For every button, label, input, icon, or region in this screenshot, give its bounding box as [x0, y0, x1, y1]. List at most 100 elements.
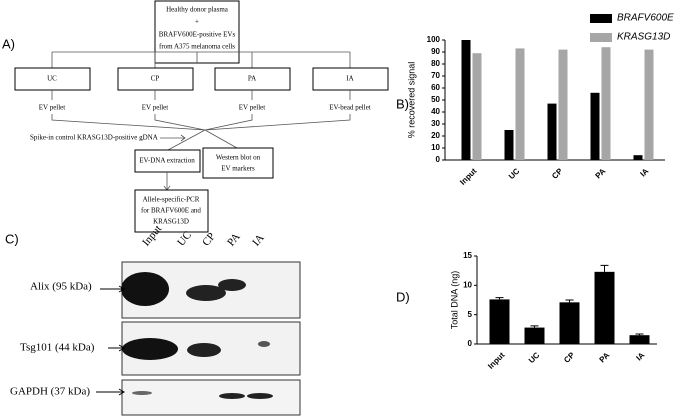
y-axis-label: Total DNA (ng) — [449, 271, 459, 330]
legend-label: BRAFV600E — [617, 13, 674, 24]
panel-label: D) — [396, 289, 410, 304]
legend-swatch — [590, 33, 612, 42]
bar — [601, 47, 611, 161]
node-text: Spike-in control KRASG13D-positive gDNA — [30, 134, 158, 142]
node-text: EV pellet — [239, 104, 266, 112]
bar — [644, 49, 654, 160]
bar — [594, 271, 615, 344]
y-tick-label: 100 — [427, 35, 441, 44]
x-tick-label: UC — [527, 350, 542, 365]
band — [121, 272, 169, 306]
arrow — [163, 172, 171, 191]
band — [122, 338, 178, 360]
bar — [524, 327, 545, 344]
y-tick-label: 20 — [431, 131, 440, 140]
x-tick-label: IA — [638, 166, 650, 178]
y-tick-label: 10 — [431, 143, 440, 152]
x-tick-label: IA — [634, 350, 646, 362]
method-box — [14, 67, 91, 91]
pcr-box — [134, 189, 209, 233]
arrow — [96, 285, 125, 396]
western-blot: Input UC CP PA IA Alix (95 kDa) Tsg101 (… — [10, 223, 301, 416]
band — [187, 343, 221, 357]
y-tick-label: 0 — [436, 155, 441, 164]
connector — [51, 114, 351, 151]
node-text: IA — [346, 75, 353, 83]
flowchart: Healthy donor plasma + BRAFV600E-positiv… — [14, 0, 389, 233]
connector — [51, 90, 351, 100]
lane-label: IA — [250, 232, 267, 249]
band — [186, 285, 226, 301]
band-label: Tsg101 (44 kDa) — [20, 342, 95, 354]
y-axis-label: % recovered signal — [406, 62, 416, 139]
bar — [547, 103, 557, 160]
error-bar — [530, 325, 539, 328]
bar — [489, 299, 510, 344]
panel-label: B) — [396, 96, 409, 111]
node-text: EV pellet — [39, 104, 66, 112]
node-text: from A375 melanoma cells — [159, 43, 235, 51]
error-bar — [565, 299, 574, 303]
y-tick-label: 0 — [468, 339, 473, 348]
bar — [633, 155, 643, 160]
blot-image — [121, 379, 301, 416]
x-tick-label: UC — [507, 166, 522, 181]
y-tick-label: 50 — [431, 95, 440, 104]
bar — [515, 48, 525, 160]
node-text: EV pellet — [142, 104, 169, 112]
method-box — [312, 67, 389, 91]
x-tick-label: Input — [458, 166, 478, 186]
bar — [629, 335, 650, 344]
band — [258, 341, 270, 347]
extraction-box — [134, 149, 201, 173]
panel-label: C) — [5, 231, 19, 246]
bar — [590, 92, 600, 160]
band-label: GAPDH (37 kDa) — [10, 386, 90, 398]
y-tick-label: 40 — [431, 107, 440, 116]
y-tick-label: 60 — [431, 83, 440, 92]
node-text: + — [195, 18, 199, 26]
node-text: UC — [47, 75, 57, 83]
connector — [51, 51, 351, 68]
x-tick-label: PA — [598, 350, 612, 364]
bar — [461, 40, 471, 160]
bar — [472, 53, 482, 161]
node-text: KRASG13D — [153, 218, 189, 226]
western-box — [202, 147, 274, 179]
band — [218, 279, 246, 291]
y-tick-label: 15 — [463, 251, 472, 260]
node-text: EV-bead pellet — [329, 104, 371, 112]
node-text: for BRAFV600E and — [141, 207, 201, 215]
y-tick-label: 90 — [431, 47, 440, 56]
legend-label: KRASG13D — [617, 32, 670, 43]
node-text: PA — [248, 75, 256, 83]
y-tick-label: 80 — [431, 59, 440, 68]
bar — [559, 302, 580, 344]
bar — [558, 49, 568, 160]
node-text: Western blot on — [216, 154, 261, 162]
error-bar — [635, 333, 644, 336]
node-text: BRAFV600E-positive EVs — [159, 31, 236, 39]
panel-label: A) — [2, 36, 15, 51]
x-tick-label: CP — [550, 166, 565, 181]
band — [247, 393, 273, 399]
y-tick-label: 30 — [431, 119, 440, 128]
arrow — [160, 134, 186, 142]
x-tick-label: CP — [562, 350, 577, 365]
node-text: EV-DNA extraction — [139, 157, 195, 165]
error-bar — [495, 297, 504, 300]
band-label: Alix (95 kDa) — [30, 281, 92, 293]
band — [132, 391, 152, 395]
legend-swatch — [590, 14, 612, 23]
y-tick-label: 5 — [468, 310, 473, 319]
error-bar — [600, 264, 609, 272]
node-text: Allele-specific-PCR — [143, 196, 200, 204]
node-text: Healthy donor plasma — [166, 6, 229, 14]
x-tick-label: PA — [594, 166, 608, 180]
method-box — [214, 67, 291, 91]
node-text: EV markers — [221, 165, 255, 173]
lane-label: PA — [225, 231, 243, 249]
node-text: CP — [151, 75, 160, 83]
